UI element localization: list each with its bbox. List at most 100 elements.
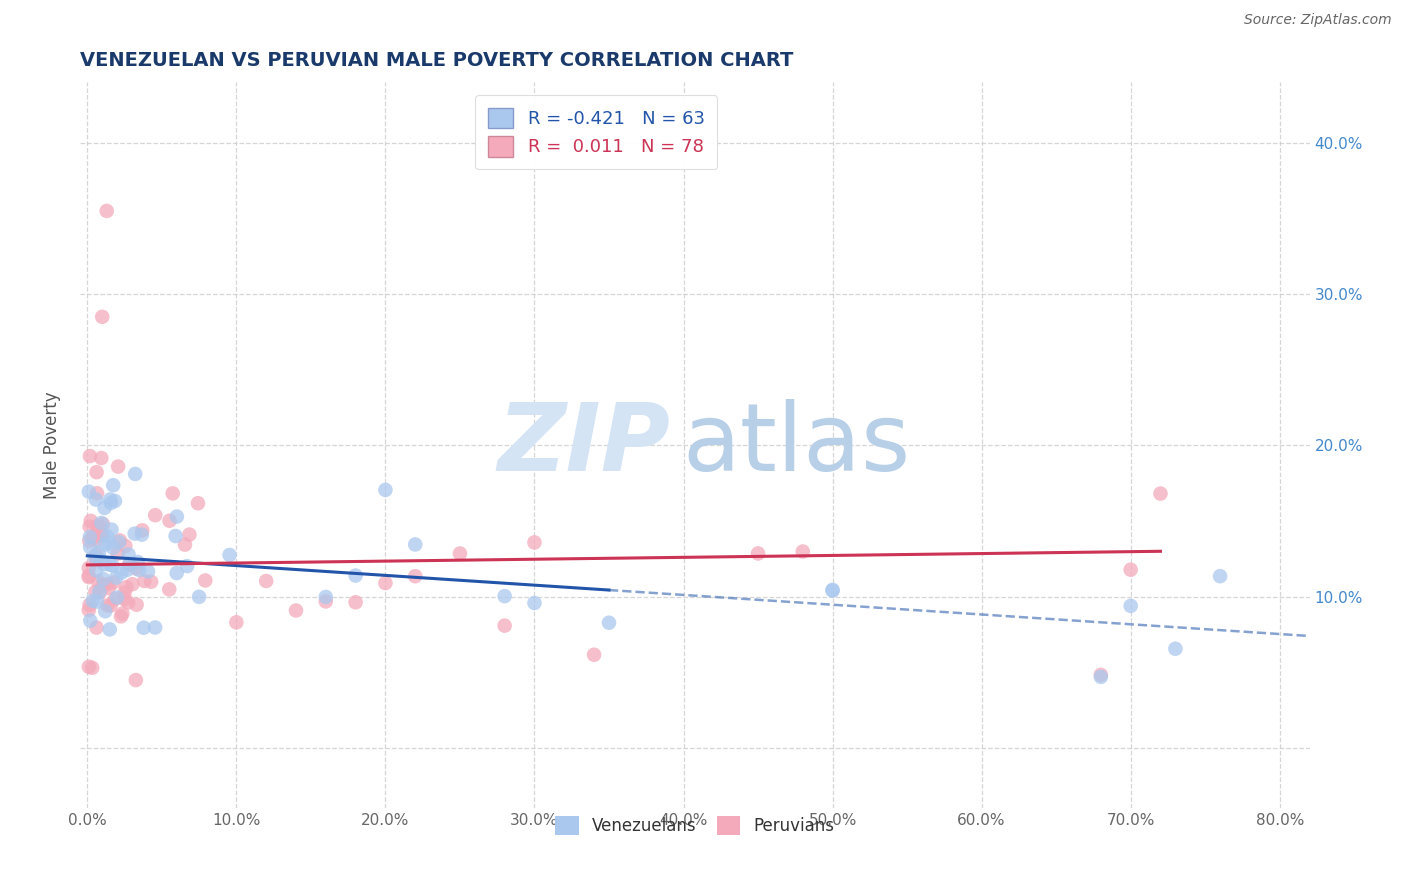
Point [77, 561, 100, 575]
Point [82, 661, 104, 675]
Point [344, 595, 367, 609]
Point [127, 555, 149, 569]
Text: ZIP: ZIP [498, 400, 671, 491]
Point [77, 659, 100, 673]
Point [121, 577, 143, 591]
Point [100, 599, 122, 613]
Point [79, 540, 101, 554]
Point [162, 486, 184, 500]
Legend: Venezuelans, Peruvians: Venezuelans, Peruvians [547, 808, 842, 844]
Point [89, 553, 111, 567]
Point [118, 558, 141, 572]
Point [83, 549, 105, 564]
Point [1090, 670, 1112, 684]
Point [114, 585, 136, 599]
Point [93, 537, 115, 551]
Point [91, 578, 114, 592]
Point [115, 580, 138, 594]
Point [104, 494, 127, 508]
Point [79, 449, 101, 463]
Point [523, 596, 546, 610]
Point [179, 527, 201, 541]
Point [821, 583, 844, 598]
Point [1149, 486, 1171, 500]
Point [77, 603, 100, 617]
Point [285, 603, 308, 617]
Point [97, 581, 120, 595]
Point [93, 558, 115, 572]
Point [194, 574, 217, 588]
Point [118, 557, 141, 571]
Point [494, 618, 516, 632]
Point [1119, 599, 1142, 613]
Point [143, 620, 166, 634]
Point [374, 576, 396, 591]
Point [131, 524, 153, 538]
Point [107, 459, 129, 474]
Point [89, 584, 111, 599]
Point [93, 572, 115, 586]
Point [165, 529, 187, 543]
Point [79, 614, 101, 628]
Point [86, 621, 108, 635]
Point [96, 577, 118, 591]
Point [143, 508, 166, 523]
Point [188, 590, 211, 604]
Point [103, 478, 125, 492]
Point [84, 563, 107, 577]
Point [103, 575, 125, 590]
Point [91, 517, 114, 532]
Point [96, 203, 118, 218]
Point [77, 484, 100, 499]
Point [1164, 641, 1187, 656]
Point [98, 492, 121, 507]
Point [82, 594, 104, 608]
Point [124, 526, 146, 541]
Y-axis label: Male Poverty: Male Poverty [44, 392, 60, 500]
Point [107, 547, 129, 561]
Point [84, 552, 107, 566]
Point [100, 496, 122, 510]
Point [598, 615, 620, 630]
Point [124, 467, 146, 481]
Point [105, 570, 128, 584]
Point [174, 538, 197, 552]
Point [166, 566, 188, 580]
Point [176, 559, 198, 574]
Point [91, 310, 114, 324]
Point [110, 566, 132, 580]
Point [84, 585, 107, 599]
Point [1090, 668, 1112, 682]
Point [315, 590, 337, 604]
Point [79, 519, 101, 533]
Point [94, 604, 117, 618]
Point [82, 531, 104, 545]
Point [218, 548, 240, 562]
Point [86, 465, 108, 479]
Point [79, 530, 101, 544]
Point [315, 594, 337, 608]
Point [136, 565, 159, 579]
Point [90, 450, 112, 465]
Point [108, 535, 131, 549]
Point [77, 570, 100, 584]
Point [125, 673, 148, 687]
Point [125, 561, 148, 575]
Point [84, 492, 107, 507]
Point [114, 592, 136, 607]
Point [115, 563, 138, 577]
Point [254, 574, 277, 588]
Point [117, 596, 139, 610]
Point [96, 599, 118, 613]
Point [98, 558, 121, 572]
Point [583, 648, 606, 662]
Point [86, 533, 108, 548]
Point [100, 523, 122, 537]
Point [792, 544, 814, 558]
Point [128, 563, 150, 577]
Point [101, 558, 124, 573]
Point [86, 519, 108, 533]
Text: atlas: atlas [682, 400, 911, 491]
Point [166, 509, 188, 524]
Point [110, 609, 132, 624]
